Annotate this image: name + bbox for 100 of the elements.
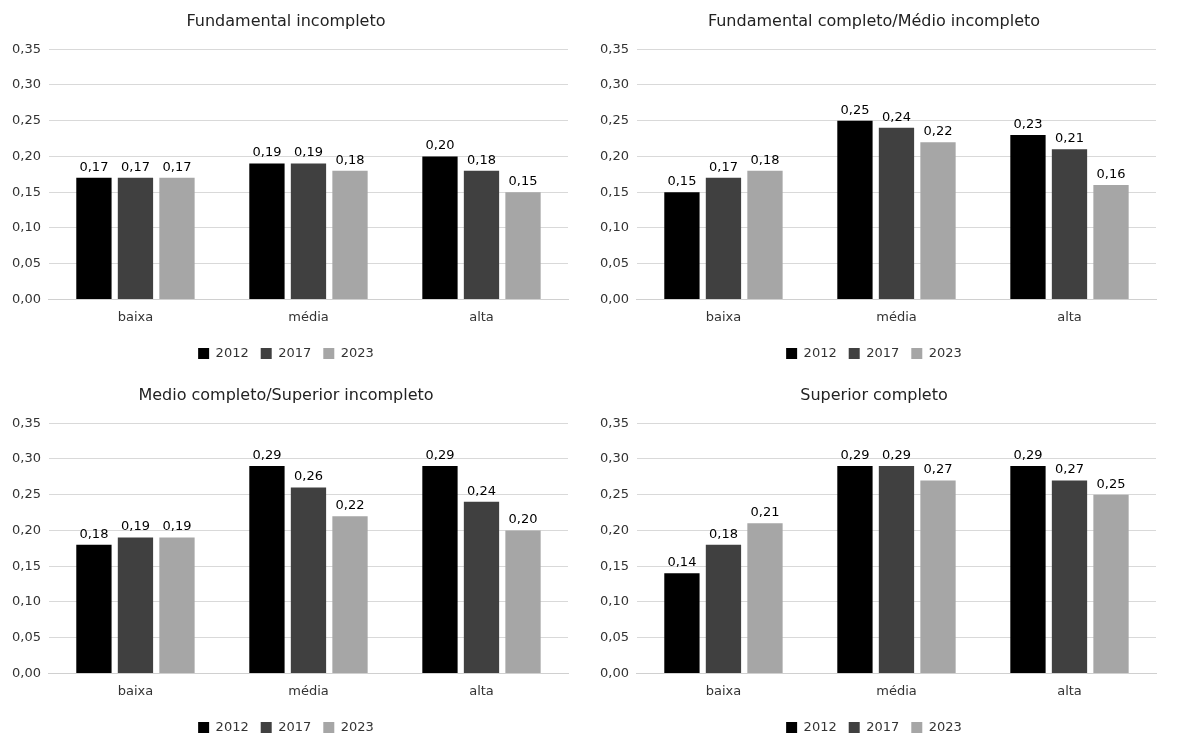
legend-label: 2012	[215, 344, 249, 360]
data-label: 0,17	[708, 158, 738, 174]
legend-label: 2012	[803, 718, 837, 734]
chart-title: Fundamental completo/Médio incompleto	[707, 10, 1041, 30]
data-label: 0,18	[335, 151, 365, 167]
y-tick-label: 0,15	[599, 183, 629, 199]
data-label: 0,29	[840, 446, 870, 462]
y-tick-label: 0,05	[11, 629, 41, 645]
bar	[463, 501, 500, 673]
x-tick-label: média	[876, 308, 917, 324]
y-tick-label: 0,30	[11, 450, 41, 466]
chart-title: Fundamental incompleto	[186, 10, 386, 30]
data-label: 0,22	[923, 123, 953, 139]
x-tick-label: alta	[469, 682, 494, 698]
data-label: 0,18	[79, 525, 109, 541]
bar	[1051, 480, 1088, 673]
data-label: 0,21	[750, 504, 780, 520]
y-tick-label: 0,05	[599, 629, 629, 645]
data-label: 0,14	[667, 554, 697, 570]
y-tick-label: 0,15	[11, 557, 41, 573]
bar	[1093, 494, 1129, 673]
data-label: 0,29	[252, 446, 282, 462]
data-label: 0,27	[1055, 461, 1084, 477]
chart-title: Medio completo/Superior incompleto	[138, 384, 434, 404]
y-tick-label: 0,30	[11, 76, 41, 92]
data-label: 0,18	[467, 151, 496, 167]
data-label: 0,29	[1013, 446, 1043, 462]
legend-label: 2017	[278, 718, 312, 734]
x-tick-label: baixa	[117, 308, 154, 324]
bar	[422, 466, 458, 673]
y-tick-label: 0,00	[599, 290, 629, 306]
x-tick-label: baixa	[705, 308, 742, 324]
data-label: 0,19	[120, 518, 150, 534]
legend-label: 2023	[340, 718, 374, 734]
bar	[159, 537, 195, 673]
x-tick-label: alta	[469, 308, 494, 324]
y-tick-label: 0,35	[11, 414, 41, 430]
y-tick-label: 0,15	[599, 557, 629, 573]
data-label: 0,15	[508, 173, 538, 189]
bar	[878, 466, 915, 673]
bar	[505, 192, 541, 299]
data-label: 0,17	[120, 158, 150, 174]
bar	[837, 120, 873, 299]
legend-label: 2017	[278, 344, 312, 360]
y-tick-label: 0,00	[599, 664, 629, 680]
bar	[505, 530, 541, 673]
data-label: 0,17	[79, 158, 109, 174]
bar	[332, 516, 368, 673]
bar	[837, 466, 873, 673]
x-tick-label: alta	[1057, 682, 1082, 698]
data-label: 0,18	[750, 151, 780, 167]
y-tick-label: 0,00	[11, 664, 41, 680]
y-tick-label: 0,20	[11, 147, 41, 163]
y-tick-label: 0,05	[599, 255, 629, 271]
bar	[249, 163, 285, 299]
data-label: 0,20	[508, 511, 538, 527]
y-tick-label: 0,00	[11, 290, 41, 306]
bar	[747, 523, 783, 673]
x-tick-label: média	[876, 682, 917, 698]
bar	[705, 177, 742, 299]
legend-label: 2023	[340, 344, 374, 360]
y-tick-label: 0,35	[599, 414, 629, 430]
data-label: 0,24	[467, 482, 496, 498]
x-tick-label: média	[288, 308, 329, 324]
bar	[747, 170, 783, 299]
bar	[117, 177, 154, 299]
data-label: 0,21	[1055, 130, 1084, 146]
bar	[1010, 466, 1046, 673]
chart-title: Superior completo	[800, 384, 948, 404]
data-label: 0,15	[667, 173, 697, 189]
y-tick-label: 0,35	[599, 40, 629, 56]
legend-label: 2012	[803, 344, 837, 360]
bar	[1093, 185, 1129, 299]
bar	[664, 192, 700, 299]
data-label: 0,29	[882, 446, 911, 462]
data-label: 0,20	[425, 137, 455, 153]
data-label: 0,23	[1013, 115, 1043, 131]
bar	[878, 127, 915, 299]
bar	[705, 544, 742, 673]
y-tick-label: 0,10	[599, 219, 629, 235]
y-tick-label: 0,25	[599, 112, 629, 128]
data-label: 0,27	[923, 461, 953, 477]
data-label: 0,29	[425, 446, 455, 462]
legend-label: 2023	[928, 718, 962, 734]
bar	[76, 544, 112, 673]
x-tick-label: baixa	[117, 682, 154, 698]
y-tick-label: 0,35	[11, 40, 41, 56]
bar	[463, 170, 500, 299]
legend-label: 2023	[928, 344, 962, 360]
bar	[159, 177, 195, 299]
data-label: 0,26	[294, 468, 323, 484]
y-tick-label: 0,25	[11, 486, 41, 502]
legend-label: 2017	[866, 344, 900, 360]
y-tick-label: 0,15	[11, 183, 41, 199]
bar	[290, 163, 327, 299]
bar	[249, 466, 285, 673]
data-label: 0,22	[335, 497, 365, 513]
data-label: 0,17	[162, 158, 192, 174]
y-tick-label: 0,20	[11, 521, 41, 537]
y-tick-label: 0,10	[11, 593, 41, 609]
